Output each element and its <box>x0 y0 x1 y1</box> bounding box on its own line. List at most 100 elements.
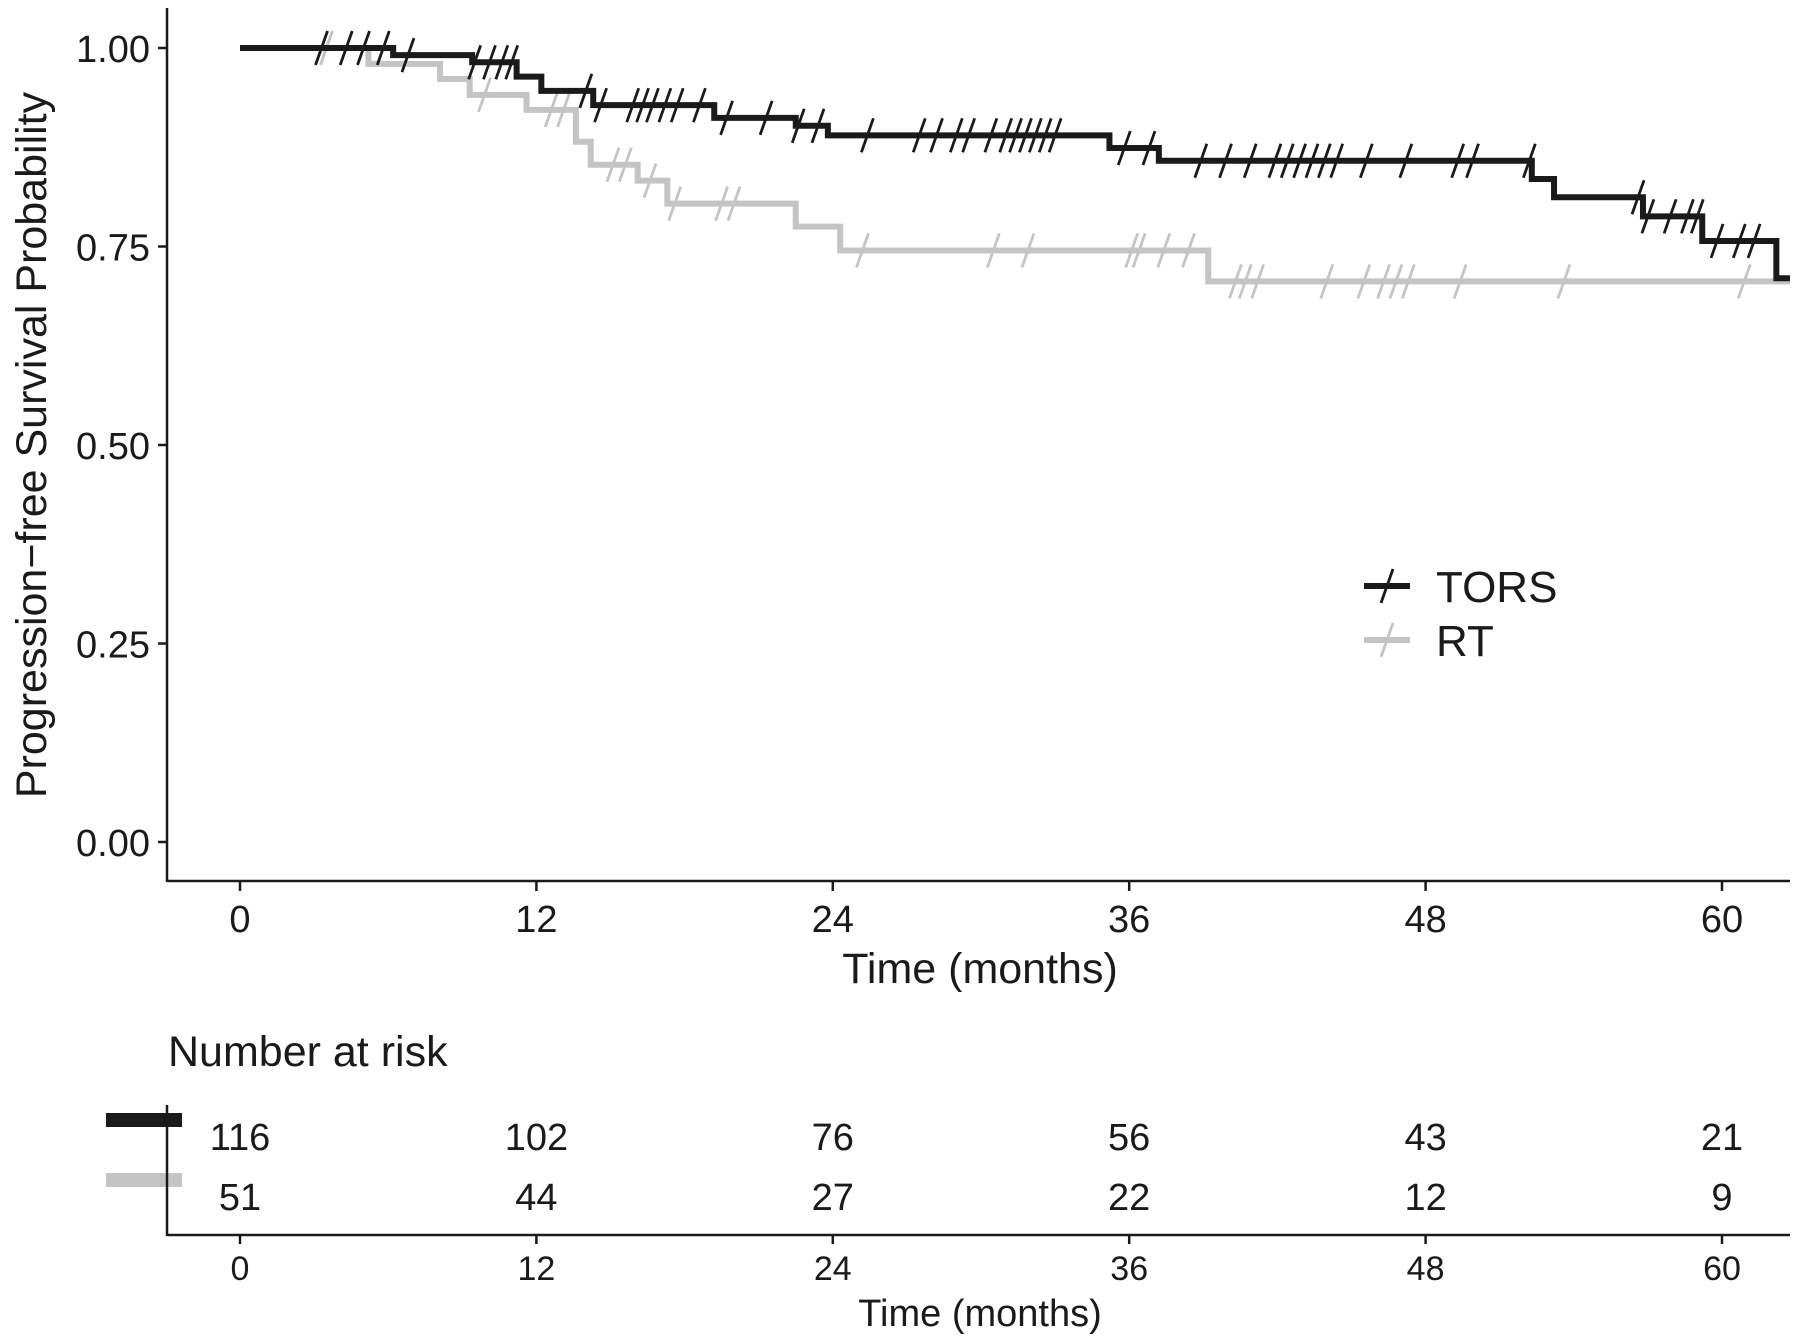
tors-censor-mark <box>625 87 641 123</box>
tors-censor-mark <box>1141 130 1157 166</box>
risk-count-tors: 76 <box>812 1117 854 1159</box>
rt-censor-mark <box>1131 233 1147 268</box>
rt-censor-mark <box>1736 263 1752 299</box>
tors-censor-mark <box>1242 143 1258 179</box>
x-tick-label: 24 <box>812 899 854 941</box>
risk-count-rt: 27 <box>812 1177 854 1219</box>
risk-count-rt: 12 <box>1404 1177 1446 1219</box>
tors-censor-mark <box>1398 143 1414 179</box>
tors-censor-mark <box>790 108 806 144</box>
x-tick-label: 48 <box>1404 899 1446 941</box>
rt-censor-mark <box>1124 233 1139 268</box>
tors-censor-mark <box>998 117 1014 153</box>
risk-table-x-ticks: 0 12 24 36 48 60 <box>231 1236 1741 1288</box>
tors-censor-mark <box>983 117 999 153</box>
risk-x-tick-label: 24 <box>814 1250 852 1288</box>
risk-count-tors: 102 <box>505 1117 568 1159</box>
x-axis-title: Time (months) <box>842 945 1118 993</box>
y-tick-label: 0.50 <box>76 426 150 468</box>
risk-row-rt-key <box>106 1173 182 1187</box>
tors-censor-mark <box>1218 143 1233 179</box>
tors-censor-mark <box>1028 117 1043 153</box>
risk-x-tick-label: 36 <box>1110 1250 1148 1288</box>
legend-tors-label: TORS <box>1436 563 1557 612</box>
x-axis-ticks: 0 12 24 36 48 60 <box>229 882 1743 941</box>
risk-x-tick-label: 0 <box>231 1250 250 1288</box>
rt-censor-mark <box>1020 233 1036 268</box>
tors-censor-mark <box>1689 198 1705 234</box>
tors-censor-mark <box>1317 143 1332 179</box>
rt-censor-mark <box>986 233 1001 268</box>
tors-censor-mark <box>1709 223 1725 259</box>
tors-censor-mark <box>657 87 673 123</box>
rt-censor-mark <box>855 233 870 268</box>
tors-censor-mark <box>1304 143 1320 179</box>
y-tick-label: 0.75 <box>76 228 150 270</box>
rt-censor-mark <box>726 186 742 222</box>
tors-censor-mark <box>692 87 707 123</box>
rt-censor-mark <box>667 186 683 222</box>
tors-censor-mark <box>1047 117 1063 153</box>
tors-censor-mark <box>578 73 594 109</box>
tors-censor-mark <box>1640 198 1656 234</box>
tors-censor-mark <box>400 37 416 73</box>
risk-count-rt: 22 <box>1108 1177 1150 1219</box>
rt-censor-mark <box>617 147 633 183</box>
risk-count-tors: 43 <box>1404 1117 1446 1159</box>
rt-censor-mark <box>543 92 559 128</box>
legend-rt-label: RT <box>1436 617 1494 666</box>
risk-table-x-axis-title: Time (months) <box>858 1293 1102 1335</box>
tors-censor-mark <box>1329 143 1345 179</box>
tors-censor-mark <box>758 100 774 136</box>
rt-censor-mark <box>605 147 621 183</box>
tors-censor-mark <box>1037 117 1053 153</box>
tors-censor-mark <box>467 44 482 80</box>
tors-censor-mark <box>1292 143 1307 179</box>
survival-curves <box>240 30 1790 299</box>
risk-table: 116 102 76 56 43 21 51 44 27 22 12 9 <box>106 1113 1743 1219</box>
legend: TORS RT <box>1364 563 1557 666</box>
tors-censor-mark <box>482 44 497 80</box>
tors-censor-mark <box>1746 223 1762 259</box>
tors-censor-mark <box>719 100 734 136</box>
tors-censor-mark <box>356 30 371 66</box>
rt-censor-mark <box>1388 263 1404 299</box>
rt-censor-mark <box>714 186 729 222</box>
tors-censor-mark <box>1522 143 1537 179</box>
tors-censor-mark <box>860 117 875 153</box>
tors-censor-mark <box>494 44 510 80</box>
tors-censor-mark <box>645 87 660 123</box>
tors-censor-mark <box>1731 223 1747 259</box>
tors-censor-mark <box>1116 130 1132 166</box>
legend-rt-censor-mark <box>1379 622 1395 658</box>
rt-censor-mark <box>1319 263 1335 299</box>
y-tick-label: 0.00 <box>76 823 150 865</box>
tors-censor-mark <box>961 117 976 153</box>
rt-censor-mark <box>1237 263 1253 299</box>
tors-censor-mark <box>1018 117 1033 153</box>
tors-censor-mark <box>1358 143 1374 179</box>
y-axis-title: Progression−free Survival Probability <box>8 91 56 798</box>
risk-x-tick-label: 12 <box>517 1250 555 1288</box>
x-tick-label: 60 <box>1701 899 1743 941</box>
y-tick-label: 0.25 <box>76 625 150 667</box>
tors-censor-mark <box>1630 179 1646 215</box>
tors-censor-mark <box>929 117 944 153</box>
tors-censor-mark <box>1680 198 1695 234</box>
risk-count-rt: 44 <box>515 1177 557 1219</box>
tors-censor-mark <box>1193 143 1209 179</box>
tors-censor-mark <box>1662 198 1678 234</box>
risk-x-tick-label: 60 <box>1703 1250 1741 1288</box>
tors-censor-mark <box>1008 117 1023 153</box>
x-tick-label: 0 <box>229 899 250 941</box>
tors-censor-mark <box>338 30 354 66</box>
rt-censor-mark <box>642 163 658 199</box>
tors-censor-mark <box>1450 143 1466 179</box>
tors-censor-mark <box>1465 143 1480 179</box>
rt-censor-mark <box>556 92 571 128</box>
risk-table-title: Number at risk <box>168 1028 448 1076</box>
x-tick-label: 36 <box>1108 899 1150 941</box>
tors-censor-mark <box>314 30 329 66</box>
risk-count-tors: 116 <box>210 1117 271 1159</box>
